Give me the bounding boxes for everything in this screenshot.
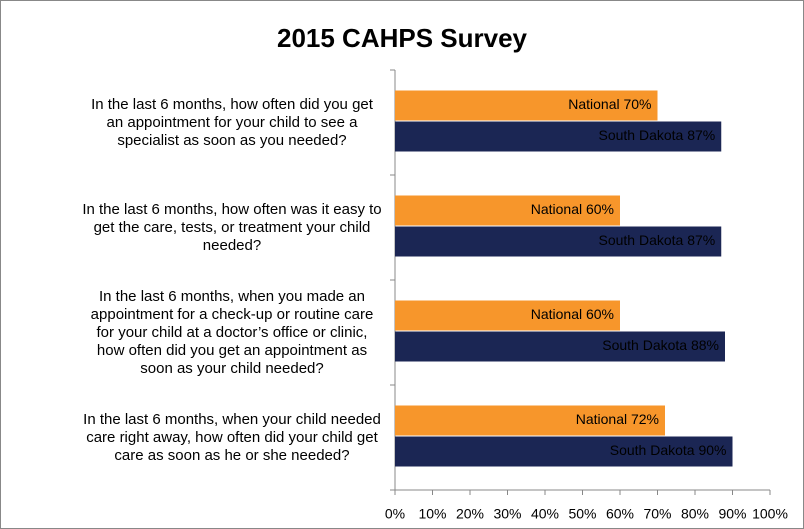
x-tick-label: 50%	[568, 506, 596, 522]
data-label: National 60%	[531, 306, 614, 322]
x-tick-label: 40%	[531, 506, 559, 522]
x-tick-label: 20%	[456, 506, 484, 522]
x-tick-label: 60%	[606, 506, 634, 522]
bar	[395, 195, 620, 226]
bar	[395, 331, 725, 362]
x-tick-label: 0%	[385, 506, 405, 522]
x-tick-label: 30%	[493, 506, 521, 522]
category-label: In the last 6 months, when you made an a…	[90, 287, 374, 377]
category-label: In the last 6 months, when your child ne…	[83, 410, 381, 464]
data-label: South Dakota 90%	[610, 442, 727, 458]
bar	[395, 90, 658, 121]
bar	[395, 300, 620, 331]
bar	[395, 436, 733, 467]
bar	[395, 121, 722, 152]
x-tick-label: 70%	[643, 506, 671, 522]
data-label: South Dakota 87%	[599, 232, 716, 248]
data-label: South Dakota 87%	[599, 127, 716, 143]
category-label: In the last 6 months, how often was it e…	[82, 200, 382, 254]
x-tick-label: 90%	[718, 506, 746, 522]
chart-title: 2015 CAHPS Survey	[277, 23, 528, 53]
data-label: National 70%	[568, 96, 651, 112]
data-label: National 60%	[531, 201, 614, 217]
category-label: In the last 6 months, how often did you …	[91, 95, 373, 149]
x-tick-label: 10%	[418, 506, 446, 522]
data-label: National 72%	[576, 411, 659, 427]
x-tick-label: 80%	[681, 506, 709, 522]
data-label: South Dakota 88%	[602, 337, 719, 353]
bar	[395, 405, 665, 436]
bar	[395, 226, 722, 257]
x-tick-label: 100%	[752, 506, 788, 522]
